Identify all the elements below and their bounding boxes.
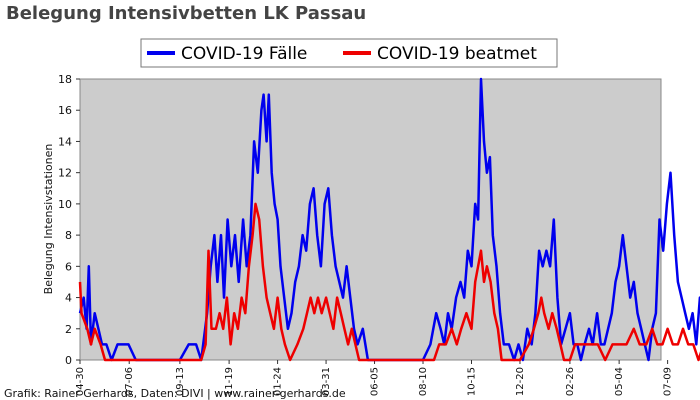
- chart-title: Belegung Intensivbetten LK Passau: [6, 3, 366, 24]
- series-line-cases: [78, 77, 700, 362]
- y-axis: 0 2 4 6 8 10 12 14 16 18: [58, 73, 80, 367]
- x-tick-label: 06-05: [370, 367, 381, 396]
- y-tick-label: 12: [58, 167, 72, 180]
- legend: COVID-19 Fälle COVID-19 beatmet: [140, 38, 558, 68]
- plot-area: [79, 78, 662, 361]
- y-tick-label: 6: [65, 260, 72, 273]
- series-line-ventilated: [78, 202, 700, 362]
- y-tick-label: 18: [58, 73, 72, 86]
- x-tick-label: 04-30: [75, 367, 86, 396]
- x-tick-label: 08-10: [418, 367, 429, 396]
- x-tick-label: 05-04: [614, 367, 625, 396]
- series-layer: [78, 77, 700, 362]
- y-tick-label: 16: [58, 104, 72, 117]
- x-tick-label: 12-20: [515, 367, 526, 396]
- legend-label-cases: COVID-19 Fälle: [181, 44, 307, 64]
- credit-text: Grafik: Rainer Gerhards, Daten: DIVI | w…: [4, 387, 346, 400]
- legend-label-ventilated: COVID-19 beatmet: [377, 44, 537, 64]
- y-tick-label: 0: [65, 354, 72, 367]
- y-tick-label: 8: [65, 229, 72, 242]
- y-tick-label: 2: [65, 323, 72, 336]
- x-tick-label: 10-15: [466, 367, 477, 396]
- y-tick-label: 4: [65, 292, 72, 305]
- y-tick-label: 14: [58, 135, 72, 148]
- x-tick-label: 07-06: [124, 367, 135, 396]
- x-tick-label: 02-26: [565, 367, 576, 396]
- x-axis: 04-30 07-06 09-13 11-19 01-24 03-31 06-05 08-10…: [75, 360, 674, 396]
- x-tick-label: 03-31: [321, 367, 332, 396]
- x-tick-label: 09-13: [175, 367, 186, 396]
- y-axis-label: Belegung Intensivstationen: [42, 144, 55, 295]
- y-tick-label: 10: [58, 198, 72, 211]
- x-tick-label: 01-24: [273, 367, 284, 396]
- x-tick-label: 11-19: [224, 367, 235, 396]
- x-tick-label: 07-09: [663, 367, 674, 396]
